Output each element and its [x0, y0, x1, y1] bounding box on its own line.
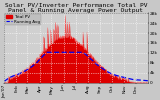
- Title: Solar PV/Inverter Performance Total PV Panel & Running Average Power Output: Solar PV/Inverter Performance Total PV P…: [5, 2, 147, 13]
- Legend: Total PV, Running Avg: Total PV, Running Avg: [5, 14, 41, 25]
